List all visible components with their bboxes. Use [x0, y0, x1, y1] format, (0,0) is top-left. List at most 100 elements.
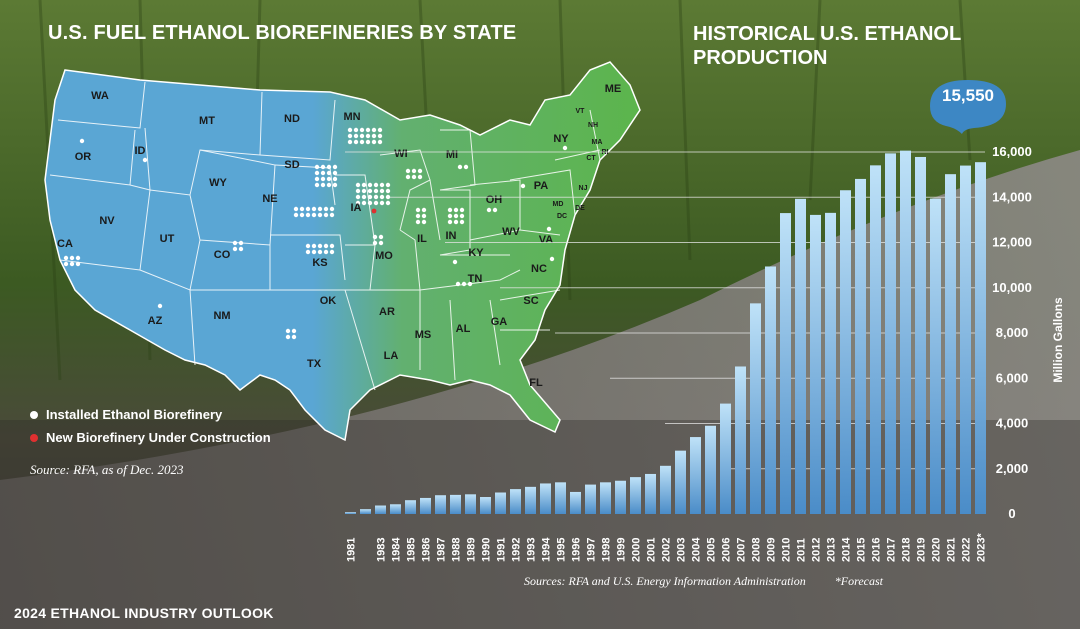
biorefinery-dot	[372, 234, 378, 240]
biorefinery-dot	[311, 249, 317, 255]
y-tick-label: 8,000	[996, 325, 1029, 340]
state-label-ia: IA	[350, 202, 362, 214]
chart-title-line2: PRODUCTION	[693, 47, 828, 69]
biorefinery-dot	[317, 243, 323, 249]
white-dot-icon	[30, 410, 38, 419]
biorefinery-dot	[546, 226, 552, 232]
x-tick-label: 1998	[601, 538, 613, 562]
biorefinery-dot	[415, 213, 421, 219]
biorefinery-dot	[329, 206, 335, 212]
biorefinery-dot	[367, 200, 373, 206]
x-tick-label: 2001	[646, 538, 658, 562]
bar-1981	[345, 512, 356, 514]
x-tick-label: 1981	[346, 538, 358, 562]
bar-2015	[855, 178, 866, 514]
bar-1999	[615, 480, 626, 514]
chart-title: HISTORICAL U.S. ETHANOL PRODUCTION	[693, 22, 1023, 70]
biorefinery-dot	[361, 200, 367, 206]
biorefinery-dot	[467, 281, 473, 287]
bar-1987	[435, 495, 446, 514]
bar-1997	[585, 484, 596, 514]
biorefinery-dot	[142, 157, 148, 163]
bar-2017	[885, 153, 896, 515]
y-tick-labels: 0 2,000 4,000 6,000 8,000 10,000 12,000 14,000 1…	[992, 144, 1032, 521]
bar-2010	[780, 213, 791, 514]
state-label-nm: NM	[213, 310, 231, 322]
state-label-pa: PA	[533, 180, 549, 192]
biorefinery-dot	[453, 219, 459, 225]
biorefinery-dot	[421, 213, 427, 219]
biorefinery-dot	[317, 249, 323, 255]
state-label-md: MD	[552, 201, 564, 208]
x-tick-label: 2010	[781, 538, 793, 562]
bar-1989	[465, 494, 476, 514]
y-tick-label: 12,000	[992, 235, 1032, 250]
state-label-ky: KY	[468, 247, 484, 259]
biorefinery-dot	[305, 206, 311, 212]
x-tick-label: 1994	[541, 537, 553, 562]
state-label-wv: WV	[502, 226, 520, 238]
biorefinery-dot	[69, 255, 75, 261]
x-tick-label: 2023*	[976, 533, 988, 562]
biorefinery-dot	[314, 164, 320, 170]
biorefinery-dot	[353, 127, 359, 133]
state-label-or: OR	[74, 151, 92, 163]
biorefinery-dot	[332, 176, 338, 182]
biorefinery-dot	[232, 240, 238, 246]
x-tick-labels: 1981 1983 1984 1985 1986 1987 1988 1989 1990 1991…	[346, 533, 988, 562]
forecast-callout-bubble	[930, 80, 1006, 134]
legend-installed-label: Installed Ethanol Biorefinery	[46, 407, 223, 422]
biorefinery-dot	[323, 206, 329, 212]
biorefinery-dot	[355, 188, 361, 194]
x-tick-label: 1995	[556, 538, 568, 562]
chart-source: Sources: RFA and U.S. Energy Information…	[524, 574, 974, 589]
state-label-tx: TX	[306, 358, 322, 370]
state-label-wy: WY	[209, 177, 227, 189]
y-tick-label: 16,000	[992, 144, 1032, 159]
x-tick-label: 1999	[616, 538, 628, 562]
bar-1986	[420, 497, 431, 514]
biorefinery-dot	[365, 127, 371, 133]
bar-2001	[645, 473, 656, 514]
biorefinery-dot	[291, 328, 297, 334]
bar-2013	[825, 212, 836, 514]
biorefinery-dot	[361, 188, 367, 194]
biorefinery-dot	[378, 240, 384, 246]
biorefinery-dot	[305, 212, 311, 218]
bar-1985	[405, 500, 416, 514]
state-label-ne: NE	[262, 193, 278, 205]
biorefinery-dot	[447, 213, 453, 219]
bar-2018	[900, 150, 911, 514]
biorefinery-dot	[365, 133, 371, 139]
bars	[345, 150, 986, 515]
state-label-in: IN	[445, 230, 457, 242]
bar-1982	[360, 509, 371, 514]
legend-installed: Installed Ethanol Biorefinery	[30, 407, 222, 422]
biorefinery-dot	[329, 212, 335, 218]
bar-2021	[945, 174, 956, 515]
biorefinery-dot	[415, 207, 421, 213]
y-tick-label: 0	[1008, 506, 1015, 521]
bar-2003	[675, 450, 686, 514]
x-tick-label: 1988	[451, 538, 463, 562]
biorefinery-dot	[417, 174, 423, 180]
biorefinery-dot	[405, 174, 411, 180]
state-borders	[49, 81, 601, 391]
state-label-sc: SC	[523, 295, 539, 307]
bar-2016	[870, 165, 881, 514]
biorefinery-dot	[378, 234, 384, 240]
biorefinery-dot	[486, 207, 492, 213]
bar-1984	[390, 504, 401, 514]
bar-2011	[795, 198, 806, 515]
x-tick-label: 2002	[661, 538, 673, 562]
x-tick-label: 1992	[511, 538, 523, 562]
biorefinery-dot	[373, 182, 379, 188]
biorefinery-dot	[355, 194, 361, 200]
biorefinery-dot	[63, 261, 69, 267]
x-tick-label: 2019	[916, 538, 928, 562]
red-dot-icon	[30, 433, 38, 442]
bar-1993	[525, 486, 536, 514]
biorefinery-dot	[314, 170, 320, 176]
biorefinery-dot	[311, 206, 317, 212]
